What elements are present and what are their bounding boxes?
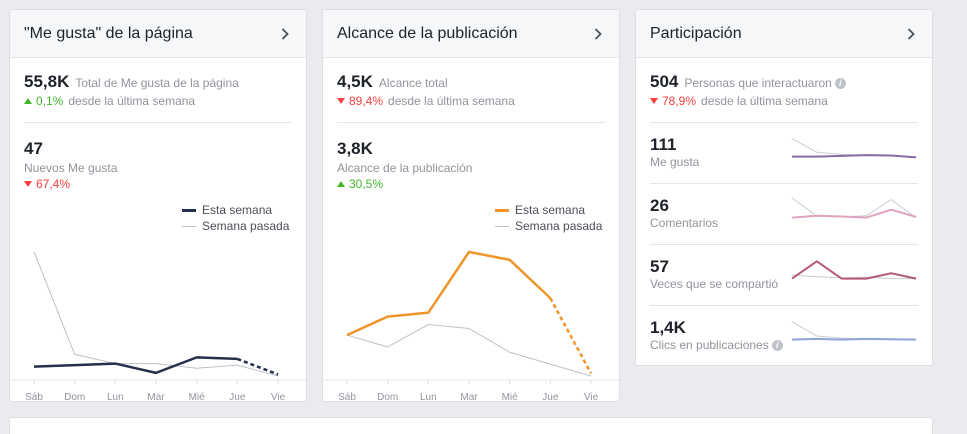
legend-last-week-swatch [495, 225, 509, 227]
legend-this-week-swatch [495, 208, 509, 212]
engagement-card-header[interactable]: Participación [636, 10, 932, 58]
comments-sparkline [791, 197, 917, 219]
likes-series-this-week-projection [236, 357, 279, 376]
total-reach-value: 4,5K [337, 72, 373, 91]
new-likes-value: 47 [24, 139, 43, 158]
engaged-users-value: 504 [650, 72, 679, 91]
likes-card-header[interactable]: "Me gusta" de la página [10, 10, 306, 58]
metric-comments-value: 26 [650, 196, 669, 215]
likes-card-title: "Me gusta" de la página [24, 24, 193, 42]
info-icon[interactable]: i [834, 78, 846, 89]
post-reach-value: 3,8K [337, 139, 373, 158]
down-arrow-icon [650, 98, 658, 104]
down-arrow-icon [24, 181, 32, 187]
spark-clicks-last-week [791, 321, 917, 341]
post-reach-label: Alcance de la publicación [337, 161, 473, 175]
divider [650, 122, 918, 123]
engaged-users-label: Personas que interactuaron i [684, 76, 846, 90]
divider [650, 244, 918, 245]
likes-tick-label: Vie [271, 392, 286, 400]
likes-tick-label: Sáb [25, 392, 43, 400]
reach-card: Alcance de la publicación 4,5K Alcance t… [322, 9, 620, 402]
reach-tick-label: Mié [502, 392, 519, 400]
spark-clicks-this-week [791, 337, 917, 341]
chevron-right-icon[interactable] [278, 27, 292, 41]
engagement-card: Participación 504 Personas que interactu… [635, 9, 933, 366]
up-arrow-icon [337, 181, 345, 187]
spark-shares-last-week [791, 274, 916, 280]
metric-clicks-label: Clics en publicaciones i [650, 338, 918, 352]
metric-clicks-value: 1,4K [650, 318, 686, 337]
divider [650, 183, 918, 184]
info-icon[interactable]: i [771, 340, 783, 351]
reach-tick-label: Dom [377, 392, 398, 400]
engagement-card-title: Participación [650, 24, 742, 42]
divider [650, 305, 918, 306]
clicks-sparkline [791, 321, 917, 341]
bottom-panel [9, 417, 933, 434]
metric-row-likes: 111 Me gusta [636, 123, 932, 184]
likes-series-last-week [33, 251, 279, 377]
reach-legend: Esta semana Semana pasada [495, 202, 602, 234]
spark-comments-last-week [791, 197, 917, 219]
reach-chart: Sáb Dom Lun Mar Mié Jue Vie [323, 250, 619, 400]
chevron-right-icon[interactable] [591, 27, 605, 41]
metric-row-clicks: 1,4K Clics en publicaciones i [636, 306, 932, 367]
total-likes-label: Total de Me gusta de la página [75, 76, 239, 90]
reach-tick-label: Jue [542, 392, 559, 400]
new-likes-label: Nuevos Me gusta [24, 161, 118, 175]
total-reach-label: Alcance total [378, 76, 448, 90]
likes-chart: Sáb Dom Lun Mar Mié Jue Vie [10, 251, 306, 400]
legend-this-week-swatch [182, 208, 196, 212]
likes-tick-label: Mar [147, 392, 165, 400]
shares-sparkline [791, 260, 917, 280]
likes-tick-label: Jue [229, 392, 246, 400]
spark-likes-last-week [791, 138, 917, 158]
likes-card: "Me gusta" de la página 55,8K Total de M… [9, 9, 307, 402]
likes-legend: Esta semana Semana pasada [182, 202, 289, 234]
total-reach-delta: 89,4% desde la última semana [337, 94, 605, 108]
likes-series-this-week [33, 356, 238, 375]
engaged-users-delta: 78,9% desde la última semana [650, 94, 918, 108]
metric-likes-label: Me gusta [650, 155, 700, 169]
up-arrow-icon [24, 98, 32, 104]
reach-tick-label: Vie [584, 392, 599, 400]
reach-tick-label: Mar [460, 392, 478, 400]
reach-card-header[interactable]: Alcance de la publicación [323, 10, 619, 58]
post-reach-delta: 30,5% [337, 177, 605, 191]
reach-card-title: Alcance de la publicación [337, 24, 518, 42]
reach-series-this-week-projection [549, 297, 593, 374]
metric-shares-value: 57 [650, 257, 669, 276]
likes-tick-label: Lun [107, 392, 124, 400]
metric-comments-label: Comentarios [650, 216, 719, 230]
spark-likes-this-week [792, 154, 917, 159]
total-likes-value: 55,8K [24, 72, 70, 91]
metric-row-comments: 26 Comentarios [636, 184, 932, 245]
divider [337, 122, 605, 123]
down-arrow-icon [337, 98, 345, 104]
metric-shares-label: Veces que se compartió [650, 277, 779, 291]
legend-last-week-swatch [182, 225, 196, 227]
chevron-right-icon[interactable] [904, 27, 918, 41]
likes-tick-label: Dom [64, 392, 85, 400]
metric-likes-value: 111 [650, 135, 677, 154]
reach-tick-label: Lun [420, 392, 437, 400]
divider [24, 122, 292, 123]
new-likes-delta: 67,4% [24, 177, 292, 191]
spark-comments-this-week [791, 208, 917, 219]
spark-shares-this-week [791, 260, 917, 280]
metric-row-shares: 57 Veces que se compartió [636, 245, 932, 306]
reach-series-this-week [346, 250, 552, 337]
likes-sparkline [791, 138, 917, 159]
likes-tick-label: Mié [189, 392, 206, 400]
reach-tick-label: Sáb [338, 392, 356, 400]
total-likes-delta: 0,1% desde la última semana [24, 94, 292, 108]
reach-series-last-week [346, 324, 592, 377]
